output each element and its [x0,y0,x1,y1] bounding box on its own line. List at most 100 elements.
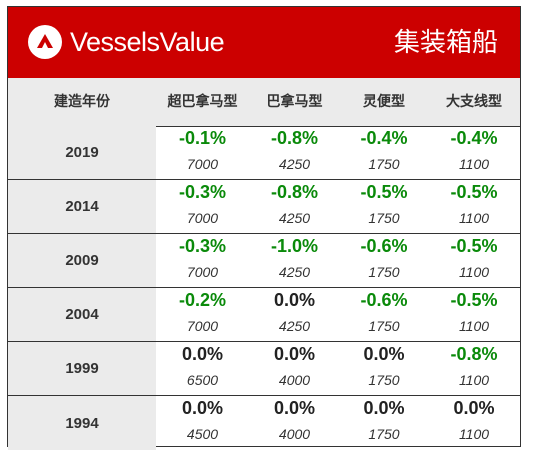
value-cell-feeder-max: -0.5% 1100 [428,180,520,233]
column-header-handy: 灵便型 [363,94,405,110]
vessel-value: 4000 [278,426,311,442]
percent-change: -0.1% [178,128,227,148]
build-year-cell: 2004 [8,288,156,341]
column-header-post-panamax: 超巴拿马型 [167,94,238,110]
vessel-value: 7000 [186,210,219,226]
build-year-cell: 2014 [8,180,156,233]
brand-logo: VesselsValue [28,25,225,59]
build-year: 1999 [65,360,99,377]
table-row: 2004 -0.2% 7000 0.0% 4250 -0.6% 1750 -0.5% 1100 [8,288,520,342]
value-cell-handy: 0.0% 1750 [340,342,428,395]
percent-change: -0.5% [360,182,408,202]
percent-change: -0.3% [178,182,227,202]
value-cell-panamax: 0.0% 4250 [249,288,340,341]
column-header-build-year: 建造年份 [54,94,110,110]
build-year-cell: 2019 [8,126,156,179]
value-cell-panamax: -0.8% 4250 [249,180,340,233]
percent-change: 0.0% [273,290,316,310]
table-row: 2014 -0.3% 7000 -0.8% 4250 -0.5% 1750 -0.5% 1100 [8,180,520,234]
vesselsvalue-logo-icon [28,25,62,59]
percent-change: -0.5% [450,236,498,256]
column-header-feeder-max: 大支线型 [446,94,502,110]
vessel-value: 1750 [368,210,400,226]
value-cell-handy: 0.0% 1750 [340,396,428,450]
table-row: 1999 0.0% 6500 0.0% 4000 0.0% 1750 -0.8% 1100 [8,342,520,396]
percent-change: 0.0% [181,398,224,418]
value-cell-feeder-max: -0.8% 1100 [428,342,520,395]
percent-change: -0.8% [270,182,319,202]
percent-change: 0.0% [273,398,316,418]
percent-change: -0.3% [178,236,227,256]
vessel-value: 1100 [458,372,490,388]
build-year: 1994 [65,414,99,432]
vessel-value-table: VesselsValue 集装箱船 建造年份 超巴拿马型 巴拿马型 灵便型 大支… [7,6,521,450]
vessel-value: 4500 [186,426,219,442]
brand-name: VesselsValue [70,26,225,57]
segment-title: 集装箱船 [393,28,498,58]
build-year: 2009 [65,252,99,269]
percent-change: -0.4% [360,128,408,148]
column-header-panamax: 巴拿马型 [266,94,323,110]
table-row: 2019 -0.1% 7000 -0.8% 4250 -0.4% 1750 -0.4% 1100 [8,126,520,180]
percent-change: -0.5% [450,290,498,310]
value-cell-panamax: 0.0% 4000 [249,342,340,395]
vessel-value: 1750 [368,372,400,388]
value-cell-post-panamax: -0.3% 7000 [156,180,249,233]
percent-change: -1.0% [270,236,319,256]
vessel-value: 7000 [186,156,219,172]
percent-change: -0.6% [360,290,408,310]
build-year-cell: 2009 [8,234,156,287]
vessel-value: 1100 [458,318,490,334]
value-cell-feeder-max: 0.0% 1100 [428,396,520,450]
value-cell-post-panamax: -0.2% 7000 [156,288,249,341]
value-cell-panamax: 0.0% 4000 [249,396,340,450]
value-cell-post-panamax: 0.0% 6500 [156,342,249,395]
vessel-value: 1100 [458,264,490,280]
vessel-value: 1100 [458,426,490,442]
percent-change: -0.4% [450,128,498,148]
vessel-value: 4250 [278,318,311,334]
value-cell-handy: -0.4% 1750 [340,126,428,179]
percent-change: 0.0% [363,344,405,364]
vessel-value: 1750 [368,156,400,172]
percent-change: 0.0% [181,344,224,364]
build-year-cell: 1994 [8,396,156,450]
build-year: 2014 [65,198,99,215]
build-year: 2004 [65,306,99,323]
percent-change: 0.0% [453,398,495,418]
vessel-value: 6500 [186,372,219,388]
vessel-value: 4250 [278,264,311,280]
vessel-value: 4250 [278,156,311,172]
value-cell-feeder-max: -0.5% 1100 [428,288,520,341]
value-cell-post-panamax: 0.0% 4500 [156,396,249,450]
value-cell-panamax: -0.8% 4250 [249,126,340,179]
percent-change: -0.6% [360,236,408,256]
table-row: 2009 -0.3% 7000 -1.0% 4250 -0.6% 1750 -0.5% 1100 [8,234,520,288]
value-cell-feeder-max: -0.5% 1100 [428,234,520,287]
vessel-value: 1750 [368,264,400,280]
vessel-value: 1100 [458,210,490,226]
percent-change: 0.0% [363,398,405,418]
vessel-value: 1750 [368,318,400,334]
value-cell-panamax: -1.0% 4250 [249,234,340,287]
build-year: 2019 [65,144,99,161]
value-cell-feeder-max: -0.4% 1100 [428,126,520,179]
value-cell-handy: -0.6% 1750 [340,234,428,287]
percent-change: -0.5% [450,182,498,202]
table-row: 1994 0.0% 4500 0.0% 4000 0.0% 1750 0.0% 1100 [8,396,520,450]
column-header-row: 建造年份 超巴拿马型 巴拿马型 灵便型 大支线型 [8,78,520,127]
percent-change: 0.0% [273,344,316,364]
vessel-value: 1100 [458,156,490,172]
header-bar: VesselsValue 集装箱船 [8,7,520,78]
value-cell-handy: -0.5% 1750 [340,180,428,233]
value-cell-handy: -0.6% 1750 [340,288,428,341]
vessel-value: 7000 [186,318,219,334]
percent-change: -0.8% [450,344,498,364]
percent-change: -0.2% [178,290,227,310]
vessel-value: 4000 [278,372,311,388]
value-cell-post-panamax: -0.3% 7000 [156,234,249,287]
value-cell-post-panamax: -0.1% 7000 [156,126,249,179]
build-year-cell: 1999 [8,342,156,395]
vessel-value: 4250 [278,210,311,226]
vessel-value: 1750 [368,426,400,442]
